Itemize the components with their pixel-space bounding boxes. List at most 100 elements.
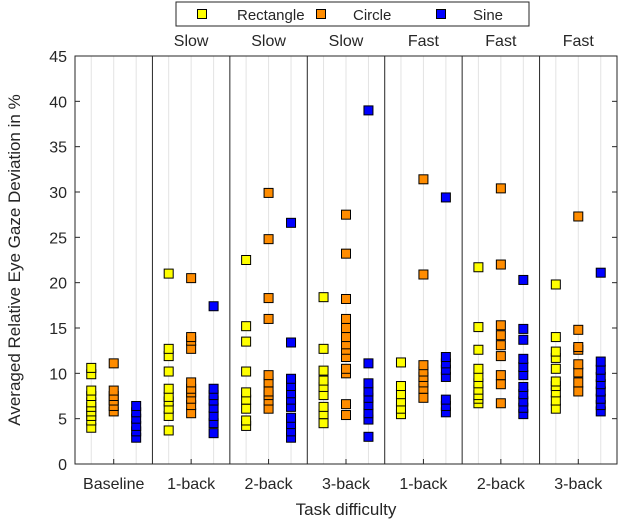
data-point-circle [573,324,584,335]
data-point-circle [495,259,506,270]
data-point-rectangle [473,262,484,273]
data-point-rectangle [241,403,252,414]
group-separators [151,56,541,464]
data-point-sine [518,381,529,392]
data-point-rectangle [163,343,174,354]
axis-ticks [75,55,617,465]
data-point-rectangle [473,344,484,355]
data-point-sine [363,386,374,397]
data-point-rectangle [241,255,252,265]
y-axis-label: Averaged Relative Eye Gaze Deviation in … [5,94,24,425]
data-point-rectangle [550,403,561,414]
speed-label: Slow [251,33,286,50]
x-tick-label: 1-back [167,476,216,493]
axis-labels: 0 5 10 15 20 25 30 35 40 45 Baseline 1-back Slow 2-ba… [49,33,603,493]
data-point-rectangle [318,365,329,376]
data-point-rectangle [550,376,561,387]
y-tick-label: 5 [58,412,67,429]
data-point-circle [186,273,197,284]
data-point-sine [208,410,219,421]
legend-marker-circle [316,9,326,19]
data-point-sine [363,431,374,442]
data-point-circle [495,340,506,351]
data-point-circle [495,379,506,390]
data-point-sine [363,105,374,116]
data-point-rectangle [241,321,252,332]
x-tick-label: 1-back [399,476,448,493]
data-point-circle [418,392,429,403]
data-point-sine [518,334,529,345]
data-point-circle [573,377,584,388]
data-point-circle [341,248,351,259]
data-point-rectangle [318,375,329,386]
data-point-circle [495,351,506,362]
data-point-rectangle [318,418,329,429]
data-point-rectangle [473,371,484,382]
data-point-rectangle [241,366,252,377]
data-point-circle [108,358,119,369]
data-point-circle [341,209,351,220]
data-point-circle [263,313,274,324]
data-point-sine [286,373,297,384]
data-point-rectangle [550,395,561,406]
y-tick-label: 20 [49,276,67,293]
data-points [86,105,606,443]
data-point-rectangle [318,343,329,354]
data-point-rectangle [86,385,97,396]
y-tick-label: 30 [49,185,67,202]
data-point-rectangle [550,346,561,357]
data-point-circle [573,386,584,397]
data-point-sine [518,274,529,285]
data-point-circle [186,332,197,343]
data-point-circle [186,343,197,354]
data-point-sine [518,353,529,364]
data-point-sine [363,358,374,369]
data-point-rectangle [86,362,97,373]
y-tick-label: 40 [49,94,67,111]
data-point-circle [341,363,351,374]
speed-label: Slow [329,33,364,50]
data-point-rectangle [395,357,406,368]
data-point-rectangle [318,292,329,303]
data-point-rectangle [241,387,252,398]
data-point-sine [518,361,529,372]
legend-label-circle: Circle [353,7,391,24]
data-point-circle [495,183,506,194]
data-point-circle [341,323,351,333]
data-point-sine [286,412,297,423]
data-point-circle [495,320,506,331]
x-tick-label: 2-back [245,476,294,493]
x-tick-label: Baseline [83,476,144,493]
data-point-circle [341,313,351,324]
data-point-circle [573,342,584,353]
data-point-circle [418,360,429,371]
legend-box [175,1,530,27]
data-point-circle [495,370,506,381]
data-point-circle [573,359,584,370]
data-point-rectangle [163,268,174,279]
data-point-sine [286,337,297,348]
data-point-circle [263,370,274,381]
data-point-rectangle [318,401,329,412]
y-tick-label: 25 [49,230,67,247]
x-tick-label: 3-back [554,476,603,493]
data-point-circle [186,408,197,419]
y-tick-label: 0 [58,457,67,474]
speed-label: Fast [563,33,595,50]
data-point-sine [595,364,606,375]
x-axis-label: Task difficulty [296,500,397,519]
data-point-sine [131,400,142,411]
data-point-circle [573,367,584,378]
data-point-rectangle [163,425,174,436]
data-point-rectangle [550,363,561,374]
data-point-rectangle [241,336,252,347]
y-tick-label: 10 [49,366,67,383]
data-point-circle [186,377,197,388]
legend-marker-rectangle [197,9,207,19]
data-point-sine [208,383,219,394]
data-point-circle [263,187,274,198]
data-point-sine [363,408,374,419]
data-point-sine [595,267,606,278]
data-point-sine [208,301,219,312]
